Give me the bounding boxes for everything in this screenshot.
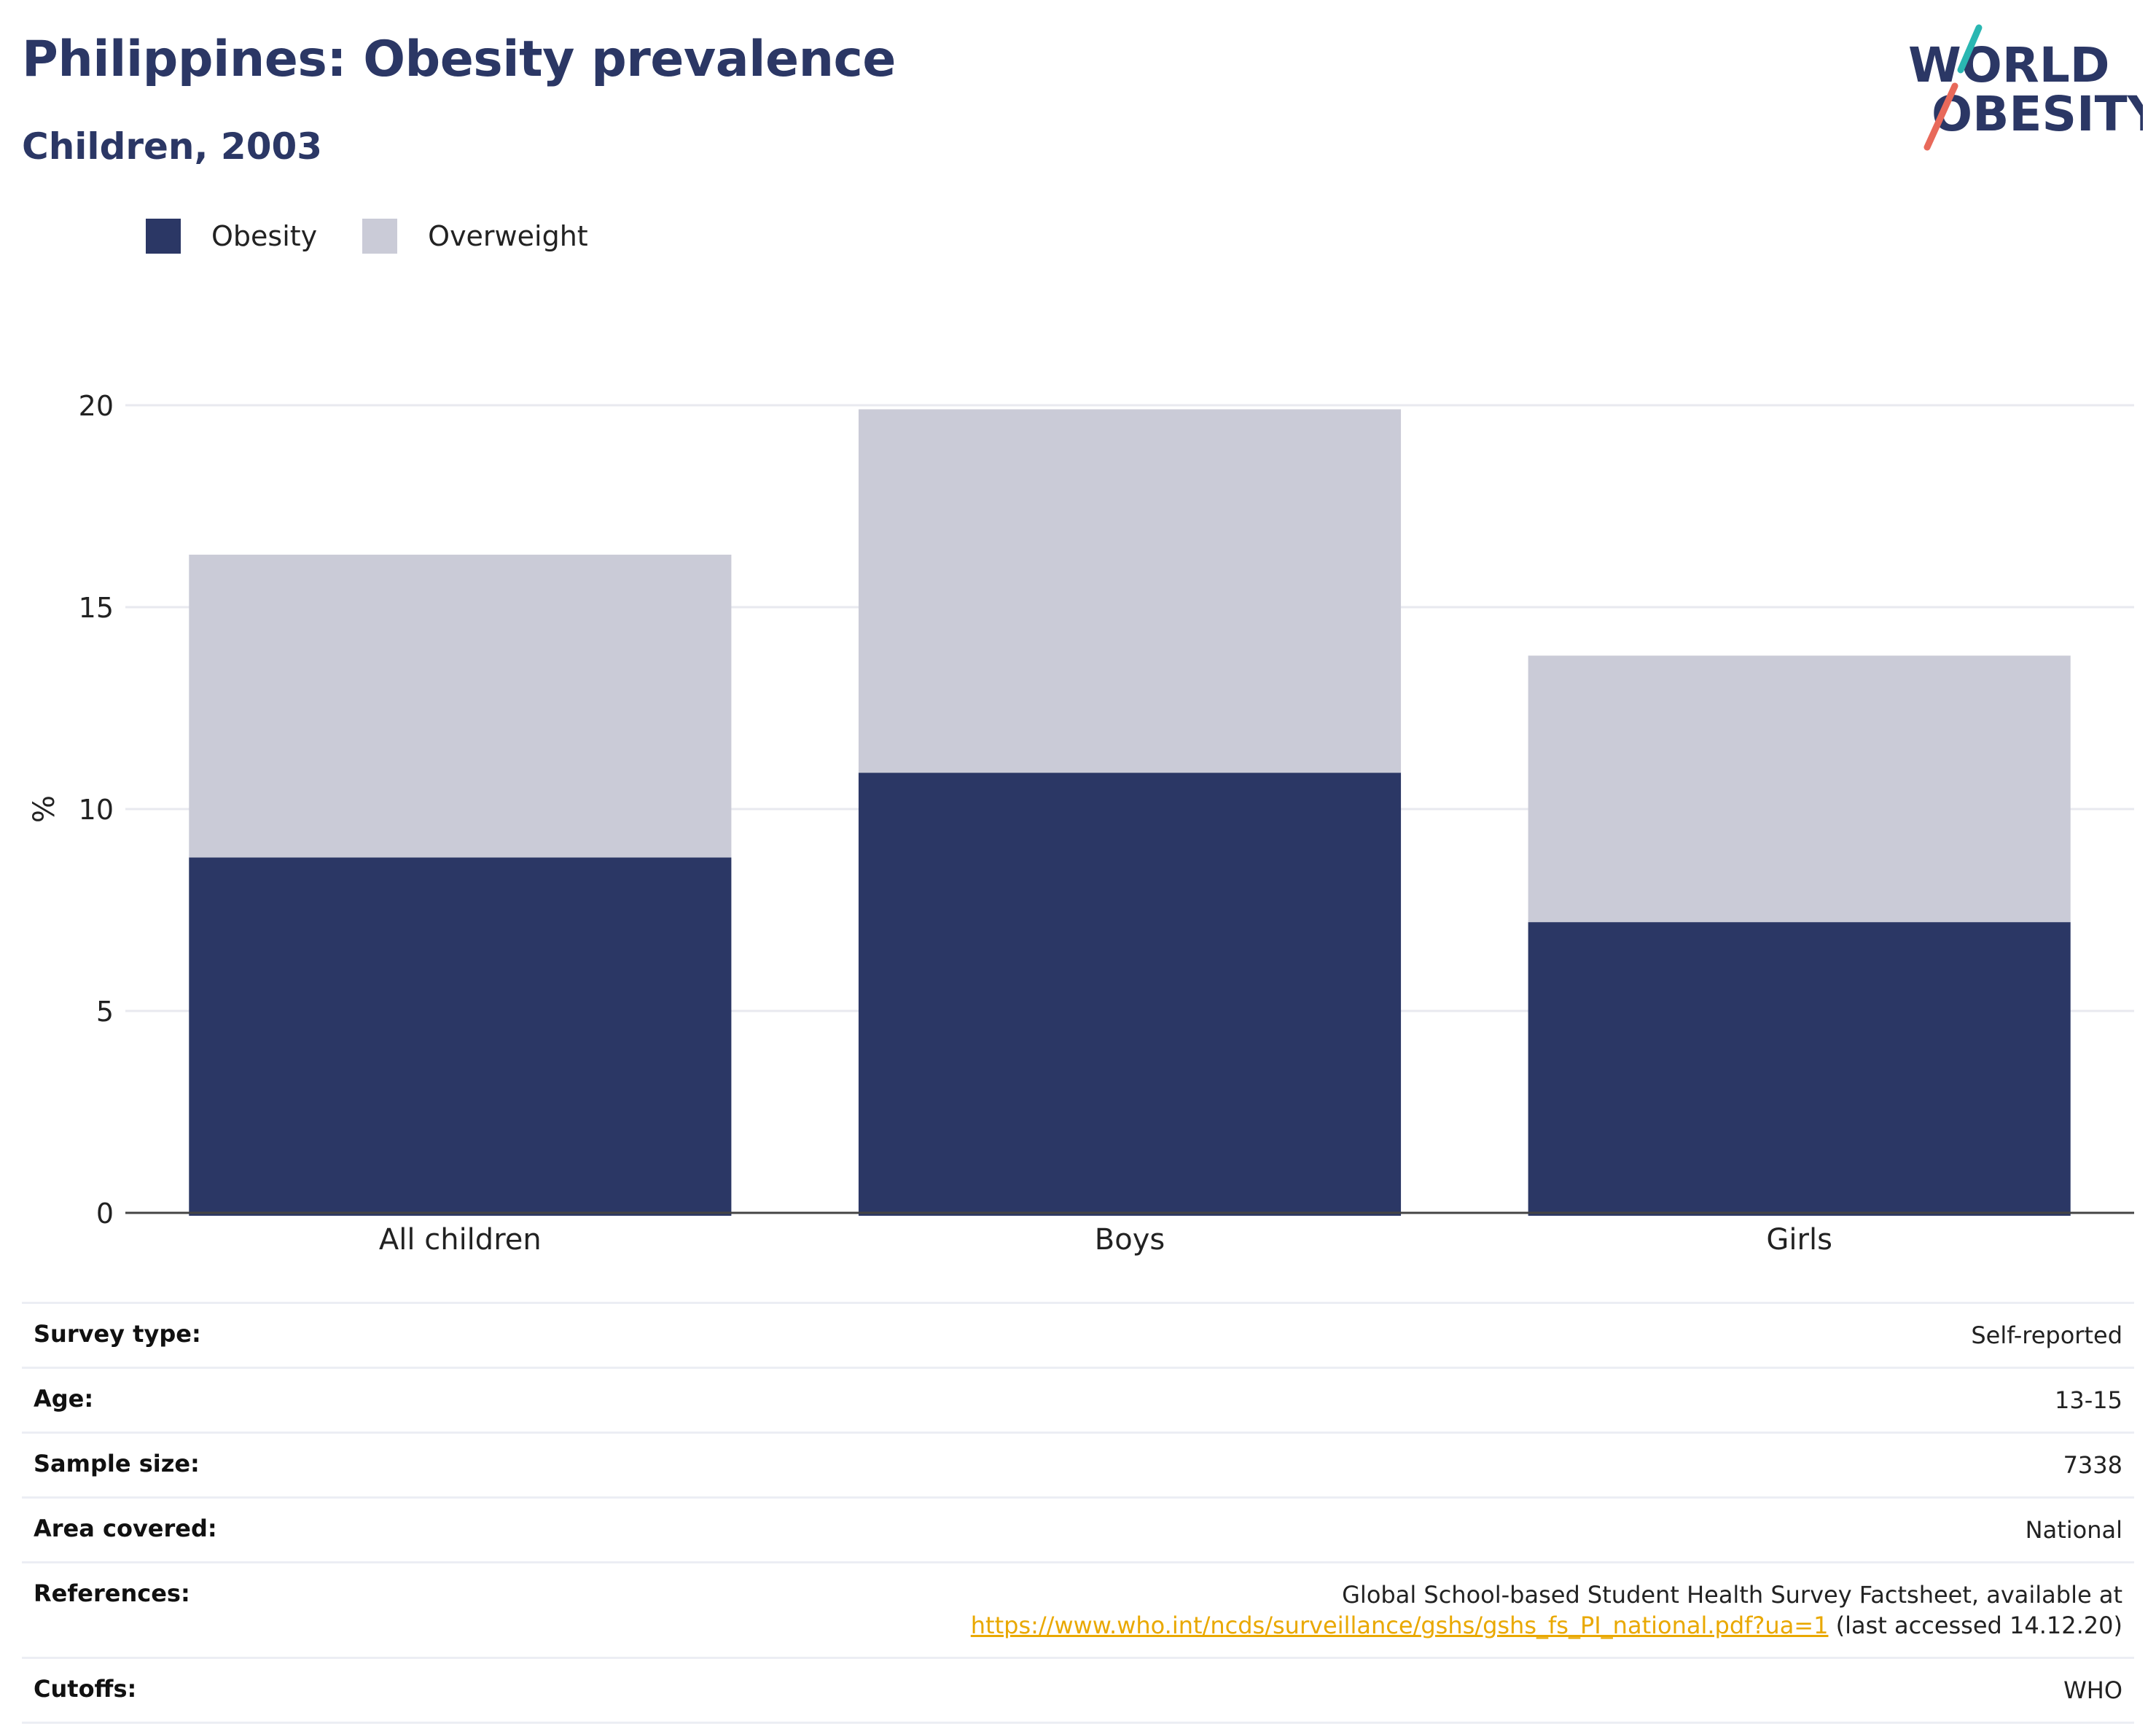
info-value: 13-15 (337, 1367, 2134, 1433)
y-tick-label: 15 (79, 592, 114, 624)
legend-label-obesity: Obesity (211, 220, 318, 252)
info-value: National (337, 1496, 2134, 1563)
survey-info-table: Survey type: Self-reported Age: 13-15 Sa… (22, 1302, 2134, 1724)
y-axis-title: % (28, 795, 61, 823)
info-row-area-covered: Area covered: National (22, 1496, 2134, 1563)
x-tick-label: Boys (1095, 1223, 1165, 1257)
legend-swatch-obesity (146, 219, 181, 254)
bar-overweight-all-children (189, 554, 732, 858)
legend-swatch-overweight (362, 219, 398, 254)
info-label: Survey type: (22, 1302, 338, 1368)
info-row-survey-type: Survey type: Self-reported (22, 1302, 2134, 1368)
page-subtitle: Children, 2003 (22, 125, 323, 168)
x-tick-label: Girls (1766, 1223, 1832, 1257)
info-value: Global School-based Student Health Surve… (337, 1561, 2134, 1658)
info-label: Age: (22, 1367, 338, 1433)
info-label: Cutoffs: (22, 1657, 338, 1724)
logo-slash-bottom (1923, 82, 1958, 151)
bar-obesity-all-children (189, 857, 732, 1216)
bar-obesity-boys (858, 773, 1402, 1216)
info-row-references: References: Global School-based Student … (22, 1561, 2134, 1658)
info-row-age: Age: 13-15 (22, 1367, 2134, 1433)
info-label: References: (22, 1561, 338, 1658)
reference-text: Global School-based Student Health Surve… (1342, 1581, 2122, 1609)
logo-slash-top (1957, 24, 1983, 74)
logo-line1: WORLD (1908, 37, 2110, 93)
bar-obesity-girls (1528, 922, 2071, 1216)
bar-overweight-boys (858, 409, 1402, 773)
reference-link[interactable]: https://www.who.int/ncds/surveillance/gs… (970, 1612, 1829, 1639)
world-obesity-logo: WORLD OBESITY (1908, 24, 2143, 151)
y-tick-label: 5 (96, 996, 114, 1028)
info-row-sample-size: Sample size: 7338 (22, 1432, 2134, 1498)
chart-legend: Obesity Overweight (146, 216, 633, 257)
info-value: WHO (337, 1657, 2134, 1724)
y-tick-label: 0 (96, 1198, 114, 1230)
reference-accessed: (last accessed 14.12.20) (1828, 1612, 2122, 1639)
page-title: Philippines: Obesity prevalence (22, 31, 896, 88)
legend-item-obesity[interactable]: Obesity (146, 219, 317, 254)
info-value: 7338 (337, 1432, 2134, 1498)
info-label: Area covered: (22, 1496, 338, 1563)
legend-item-overweight[interactable]: Overweight (362, 219, 588, 254)
logo-line2: OBESITY (1932, 86, 2143, 142)
y-tick-label: 10 (79, 794, 114, 826)
info-label: Sample size: (22, 1432, 338, 1498)
legend-label-overweight: Overweight (428, 220, 588, 252)
bar-overweight-girls (1528, 655, 2071, 923)
info-row-cutoffs: Cutoffs: WHO (22, 1657, 2134, 1724)
bar-chart: 0 5 10 15 20% All children Boys Girls (28, 390, 2134, 1257)
info-value: Self-reported (337, 1302, 2134, 1368)
y-tick-label: 20 (79, 390, 114, 422)
x-tick-label: All children (379, 1223, 542, 1257)
